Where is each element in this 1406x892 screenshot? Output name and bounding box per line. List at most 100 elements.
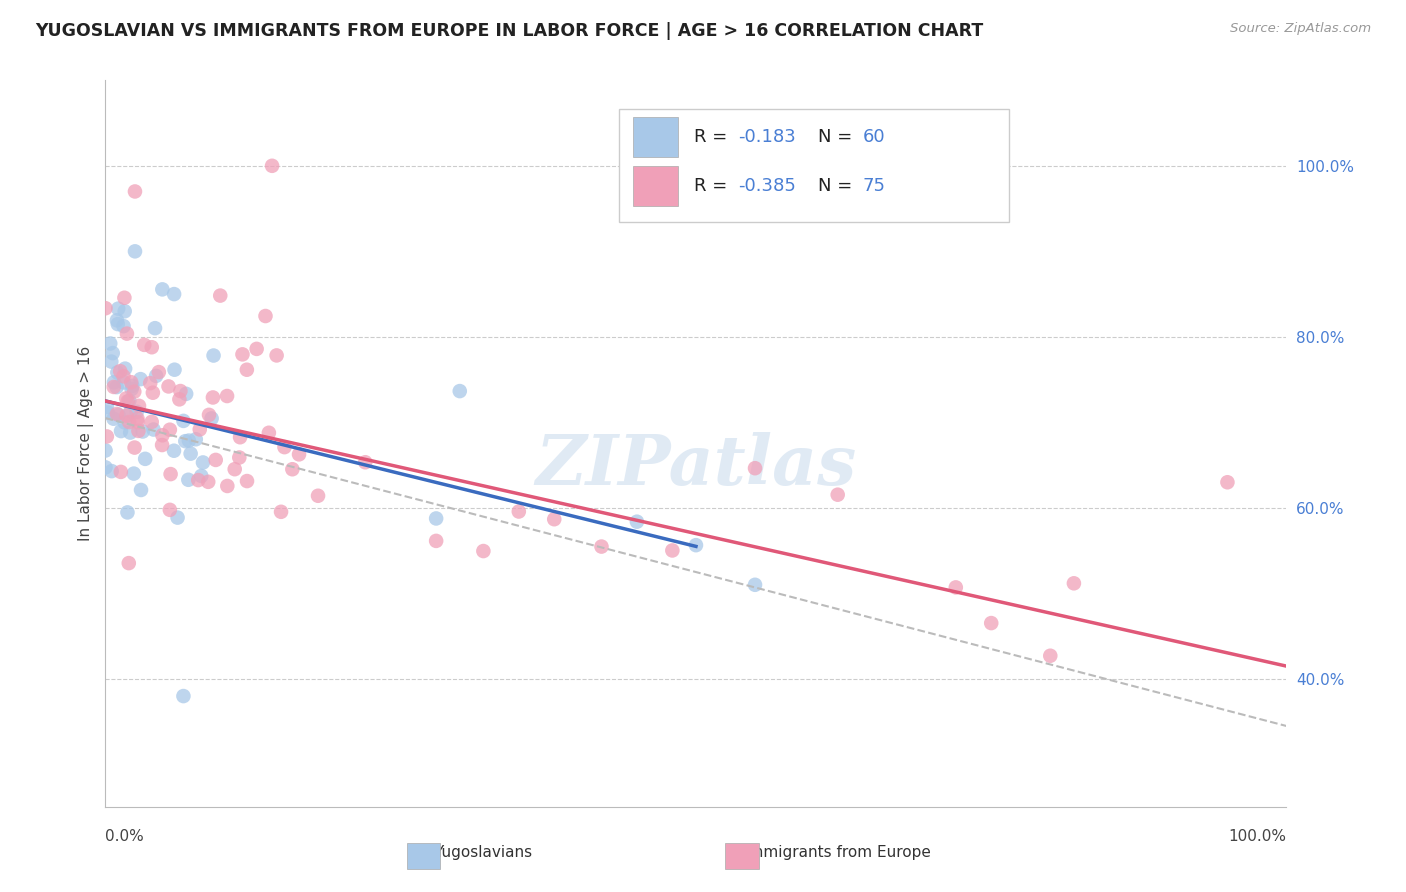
Point [270,505,292,519]
Text: N =: N = [818,177,858,194]
Point [307,489,329,503]
Point [103,376,125,390]
Point [188,422,211,436]
Point [115,326,138,341]
Point [100,354,122,368]
Text: N =: N = [818,128,858,146]
Text: -0.385: -0.385 [738,177,796,194]
Text: R =: R = [693,177,733,194]
Point [103,380,125,394]
Point [139,376,162,391]
Point [118,556,141,570]
Point [184,432,207,446]
Bar [725,843,759,869]
Point [159,467,181,482]
Point [142,385,165,400]
Point [190,469,212,483]
Point [128,399,150,413]
Point [543,512,565,526]
Point [236,362,259,376]
Point [354,455,377,469]
Point [172,689,194,703]
Point [449,384,471,398]
Point [120,404,142,418]
Point [118,415,141,429]
Point [661,543,683,558]
Point [266,348,288,362]
Point [121,379,143,393]
Text: Immigrants from Europe: Immigrants from Europe [744,845,931,860]
Point [180,447,202,461]
Point [124,244,146,259]
Point [129,483,152,497]
Point [159,423,181,437]
Point [141,415,163,429]
Bar [633,117,678,157]
Point [105,380,128,394]
Point [132,425,155,439]
Point [124,185,146,199]
Text: 100.0%: 100.0% [1229,829,1286,844]
Point [114,416,136,430]
Text: -0.183: -0.183 [738,128,796,146]
Point [127,415,149,429]
Point [134,451,156,466]
Point [174,434,197,449]
Point [187,473,209,487]
Text: YUGOSLAVIAN VS IMMIGRANTS FROM EUROPE IN LABOR FORCE | AGE > 16 CORRELATION CHAR: YUGOSLAVIAN VS IMMIGRANTS FROM EUROPE IN… [35,22,983,40]
FancyBboxPatch shape [619,110,1010,222]
Text: R =: R = [693,128,733,146]
Point [980,616,1002,631]
Text: 0.0%: 0.0% [105,829,145,844]
Point [273,440,295,454]
Point [96,429,118,443]
Point [228,450,250,465]
Point [120,376,142,390]
Point [143,321,166,335]
Point [217,479,239,493]
Point [744,461,766,475]
Point [124,384,146,399]
Point [425,533,447,548]
Point [127,424,149,438]
Point [1063,576,1085,591]
Point [124,441,146,455]
Point [224,462,246,476]
Point [254,309,277,323]
Point [117,505,139,519]
Point [236,474,259,488]
Point [127,411,149,425]
Point [626,515,648,529]
Point [150,282,173,296]
Text: 75: 75 [862,177,886,194]
Point [163,287,186,301]
Point [103,411,125,425]
Point [472,544,495,558]
Point [425,511,447,525]
Point [121,382,143,396]
Text: 60: 60 [862,128,886,146]
Point [110,465,132,479]
Point [204,453,226,467]
Point [97,405,120,419]
Point [177,434,200,448]
Point [166,510,188,524]
Point [101,346,124,360]
Point [197,475,219,489]
Point [217,389,239,403]
Point [281,462,304,476]
Point [107,408,129,422]
Point [112,369,135,384]
Point [98,336,121,351]
Point [141,340,163,354]
Point [945,581,967,595]
Point [117,394,139,409]
Point [105,366,128,380]
Point [174,387,197,401]
Point [685,538,707,552]
Point [177,473,200,487]
Point [1216,475,1239,490]
Point [114,361,136,376]
Point [744,578,766,592]
Point [105,313,128,327]
